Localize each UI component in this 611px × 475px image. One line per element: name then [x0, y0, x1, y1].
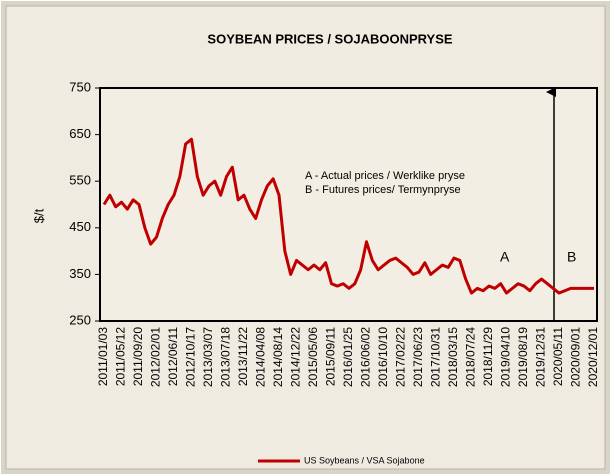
x-tick-label: 2013/03/07 [201, 327, 215, 387]
x-tick-label: 2011/09/20 [131, 327, 145, 386]
x-tick-label: 2018/07/24 [464, 327, 478, 387]
x-tick-label: 2012/06/11 [166, 327, 180, 386]
x-tick-label: 2014/12/22 [289, 327, 303, 387]
annotation: B [567, 249, 576, 265]
x-tick-label: 2011/01/03 [96, 327, 110, 386]
x-tick-label: 2014/08/14 [271, 327, 285, 387]
x-tick-label: 2014/04/08 [254, 327, 268, 387]
x-tick-label: 2020/12/01 [586, 327, 600, 387]
y-tick-label: 550 [69, 173, 91, 188]
y-tick-label: 350 [69, 266, 91, 281]
x-tick-label: 2015/09/11 [324, 327, 338, 386]
x-tick-label: 2016/10/10 [376, 327, 390, 387]
x-tick-label: 2016/06/02 [359, 327, 373, 387]
x-tick-label: 2013/11/22 [236, 327, 250, 386]
x-tick-label: 2020/09/01 [569, 327, 583, 387]
x-tick-label: 2012/02/01 [149, 327, 163, 387]
x-tick-label: 2019/12/31 [534, 327, 548, 387]
x-tick-label: 2011/05/12 [114, 327, 128, 386]
x-tick-label: 2013/07/18 [219, 327, 233, 387]
y-tick-label: 450 [69, 219, 91, 234]
x-tick-label: 2017/10/31 [429, 327, 443, 387]
x-tick-label: 2017/06/23 [411, 327, 425, 387]
x-tick-label: 2019/08/19 [516, 327, 530, 387]
x-tick-label: 2012/10/17 [184, 327, 198, 387]
chart-title: SOYBEAN PRICES / SOJABOONPRYSE [207, 31, 452, 46]
y-tick-label: 250 [69, 312, 91, 327]
x-tick-label: 2017/02/22 [394, 327, 408, 387]
annotation: A - Actual prices / Werklike pryse [305, 170, 465, 182]
y-axis-label: $/t [31, 208, 46, 223]
y-tick-label: 650 [69, 126, 91, 141]
annotation: A [500, 249, 510, 265]
price-line [102, 137, 594, 295]
x-tick-label: 2019/04/10 [499, 327, 513, 387]
y-tick-label: 750 [69, 79, 91, 94]
x-tick-label: 2018/03/15 [446, 327, 460, 387]
legend-label: US Soybeans / VSA Sojabone [304, 455, 425, 465]
x-tick-label: 2020/05/11 [551, 327, 565, 386]
x-tick-label: 2015/05/06 [306, 327, 320, 387]
x-tick-label: 2018/11/29 [481, 327, 495, 386]
annotation: B - Futures prices/ Termynpryse [305, 184, 461, 196]
plot-area [99, 87, 598, 322]
x-tick-label: 2016/01/25 [341, 327, 355, 387]
